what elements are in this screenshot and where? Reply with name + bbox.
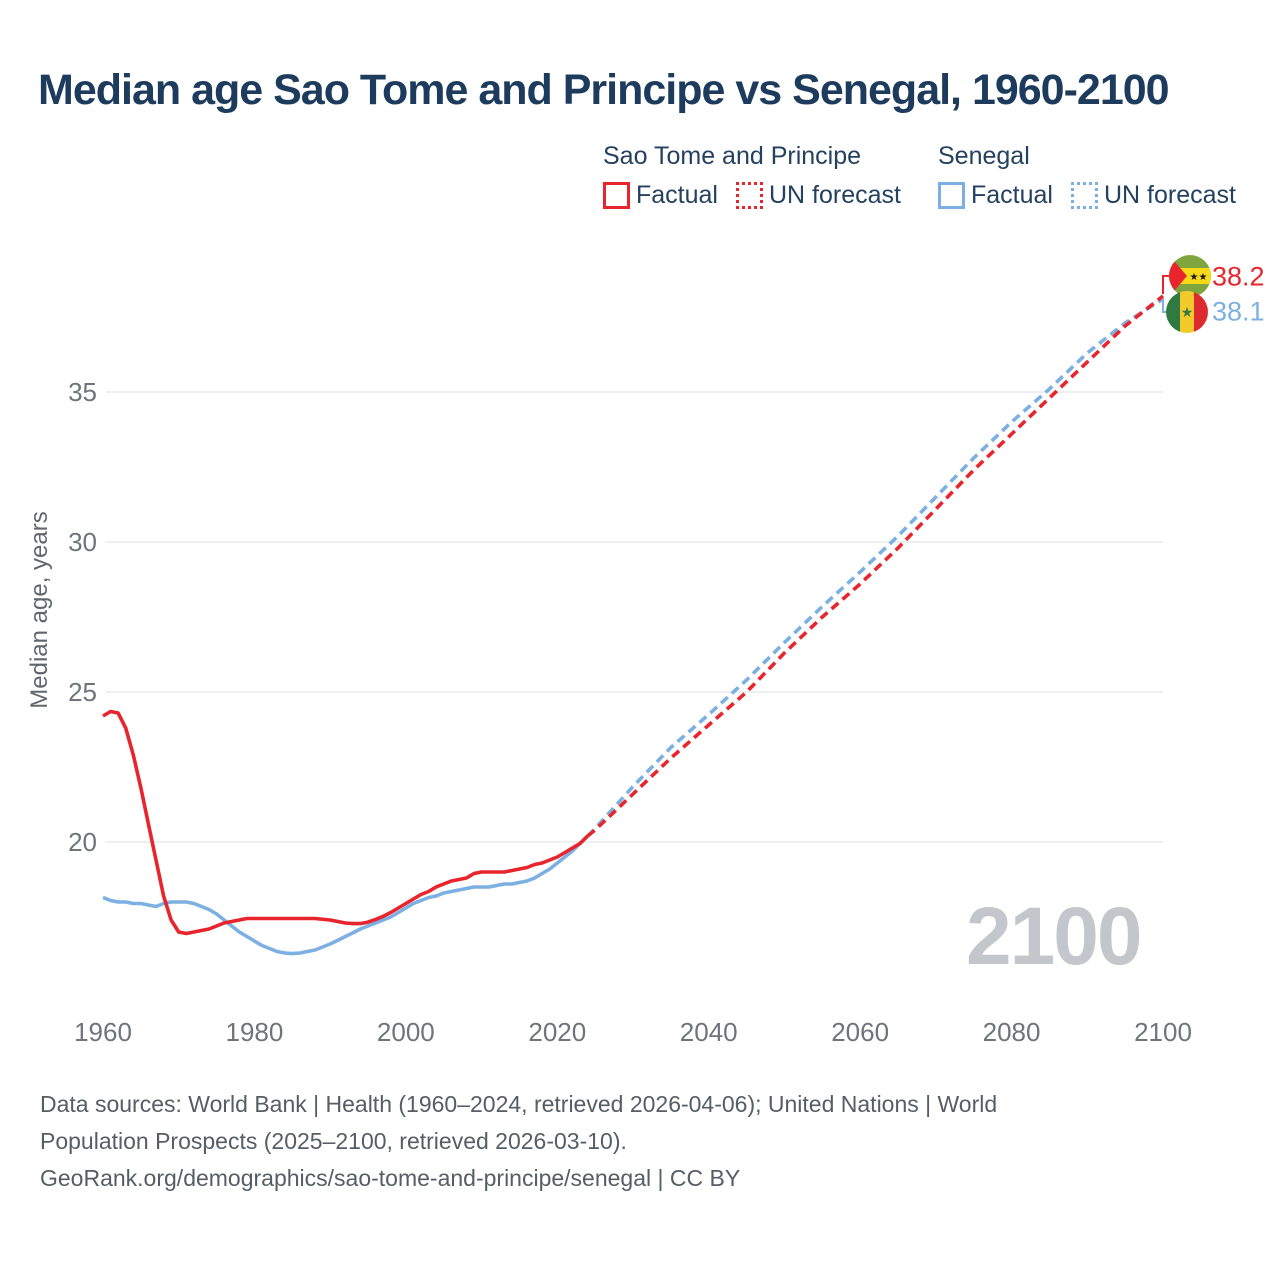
- legend-group-senegal: Senegal Factual UN forecast: [938, 142, 1254, 210]
- senegal-forecast-line: [586, 297, 1164, 838]
- svg-text:★: ★: [1199, 272, 1208, 283]
- svg-text:1960: 1960: [74, 1017, 132, 1047]
- svg-text:★: ★: [1181, 304, 1194, 320]
- svg-text:30: 30: [68, 527, 97, 557]
- svg-text:25: 25: [68, 677, 97, 707]
- legend-item-stp-factual[interactable]: Factual: [636, 181, 718, 209]
- svg-text:35: 35: [68, 377, 97, 407]
- stp-end-connector: [1162, 275, 1169, 294]
- chart-title: Median age Sao Tome and Principe vs Sene…: [38, 66, 1170, 114]
- svg-text:1980: 1980: [226, 1017, 284, 1047]
- senegal-flag-icon: ★: [1166, 291, 1208, 333]
- legend-group-title: Sao Tome and Principe: [603, 142, 862, 170]
- senegal-end-value: 38.1: [1212, 296, 1265, 327]
- sao-tome-and-principe-flag-icon: ★ ★: [1169, 255, 1211, 297]
- svg-text:2020: 2020: [528, 1017, 586, 1047]
- data-sources: Data sources: World Bank | Health (1960–…: [40, 1086, 997, 1197]
- legend-item-stp-forecast[interactable]: UN forecast: [768, 181, 901, 209]
- svg-text:2000: 2000: [377, 1017, 435, 1047]
- x-tick-labels: 1960 1980 2000 2020 2040 2060 2080 2100: [74, 1017, 1192, 1047]
- senegal-factual-line: [102, 834, 589, 956]
- source-line: Data sources: World Bank | Health (1960–…: [40, 1091, 998, 1117]
- senegal-end-connector: [1162, 298, 1167, 313]
- stp-factual-line: [102, 709, 589, 936]
- legend-group-sao-tome: Sao Tome and Principe Factual UN forecas…: [603, 142, 919, 210]
- senegal-factual-swatch-icon[interactable]: [938, 182, 965, 209]
- svg-text:20: 20: [68, 827, 97, 857]
- legend-item-senegal-factual[interactable]: Factual: [971, 181, 1053, 209]
- svg-text:2060: 2060: [831, 1017, 889, 1047]
- stp-forecast-line: [586, 294, 1165, 838]
- source-line: GeoRank.org/demographics/sao-tome-and-pr…: [40, 1165, 741, 1191]
- senegal-forecast-swatch-icon[interactable]: [1070, 182, 1098, 209]
- stp-end-value: 38.2: [1212, 261, 1265, 292]
- svg-text:★: ★: [1190, 272, 1199, 283]
- y-tick-labels: 20 25 30 35: [68, 377, 97, 857]
- svg-text:2100: 2100: [1134, 1017, 1192, 1047]
- svg-text:2080: 2080: [983, 1017, 1041, 1047]
- legend-item-senegal-forecast[interactable]: UN forecast: [1103, 181, 1236, 209]
- y-axis-title: Median age, years: [26, 511, 53, 709]
- svg-text:2040: 2040: [680, 1017, 738, 1047]
- source-line: Population Prospects (2025–2100, retriev…: [40, 1128, 627, 1154]
- stp-forecast-swatch-icon[interactable]: [735, 182, 763, 209]
- gridlines: [106, 391, 1163, 843]
- stp-factual-swatch-icon[interactable]: [603, 182, 630, 209]
- legend-group-title: Senegal: [938, 142, 1030, 170]
- watermark-year: 2100: [966, 891, 1142, 982]
